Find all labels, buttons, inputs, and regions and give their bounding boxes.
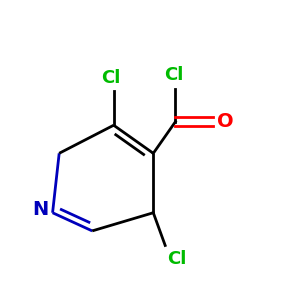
Text: Cl: Cl <box>101 69 120 87</box>
Text: Cl: Cl <box>164 67 184 85</box>
Text: Cl: Cl <box>167 250 186 268</box>
Text: O: O <box>217 112 234 131</box>
Text: N: N <box>32 200 48 219</box>
